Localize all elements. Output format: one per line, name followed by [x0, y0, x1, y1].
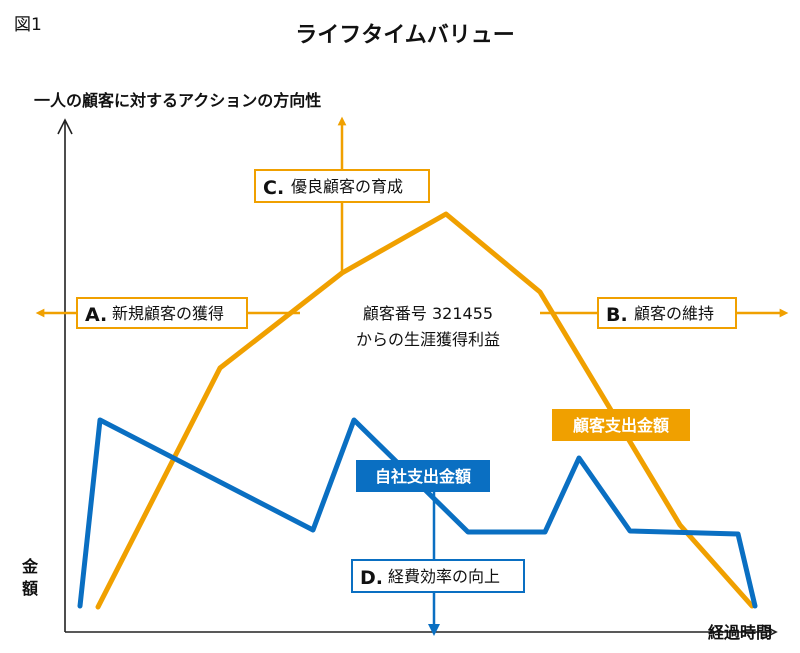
action-box-b-frame [597, 297, 737, 329]
action-box-b: B. 顧客の維持 [597, 297, 737, 329]
action-box-c-letter: C. [263, 177, 284, 199]
x-axis-arrowhead [761, 624, 778, 640]
action-box-d: D. 経費効率の向上 [351, 559, 525, 593]
company-spend-label-bg [356, 460, 490, 492]
action-box-d-frame [351, 559, 525, 593]
diagram-title: ライフタイムバリュー [295, 23, 515, 48]
center-note-line1: 顧客番号 321455 [363, 304, 493, 323]
y-axis-arrowhead [57, 118, 73, 135]
action-box-a-frame [76, 297, 248, 329]
action-box-c-text: 優良顧客の育成 [291, 177, 403, 196]
y-axis-label: 一人の顧客に対するアクションの方向性 [34, 91, 321, 110]
axes [57, 118, 778, 640]
company-spend-label: 自社支出金額 [356, 460, 490, 492]
action-box-c: C. 優良顧客の育成 [254, 169, 430, 203]
arrow-down-d [428, 490, 440, 636]
company-spend-label-text: 自社支出金額 [375, 467, 471, 486]
figure-label: 図1 [14, 15, 42, 35]
action-box-b-letter: B. [606, 304, 628, 326]
action-box-d-text: 経費効率の向上 [388, 567, 500, 586]
arrow-down-d-head [428, 624, 440, 636]
action-box-d-letter: D. [360, 567, 383, 589]
action-box-a-letter: A. [85, 304, 107, 326]
company-spend-line [77, 417, 758, 609]
customer-spend-label-text: 顧客支出金額 [573, 416, 669, 435]
y-unit-label-top: 金 [21, 557, 39, 576]
action-box-a-text: 新規顧客の獲得 [112, 304, 224, 323]
direction-arrows [35, 116, 789, 318]
action-box-c-frame [254, 169, 430, 203]
customer-spend-line [95, 211, 755, 610]
action-box-a: A. 新規顧客の獲得 [76, 297, 248, 329]
center-note-line2: からの生涯獲得利益 [356, 330, 500, 349]
customer-spend-label: 顧客支出金額 [552, 409, 690, 441]
customer-spend-label-bg [552, 409, 690, 441]
y-unit-label-bottom: 額 [21, 579, 38, 598]
x-axis-label: 経過時間 [708, 623, 772, 642]
action-box-b-text: 顧客の維持 [634, 304, 714, 323]
